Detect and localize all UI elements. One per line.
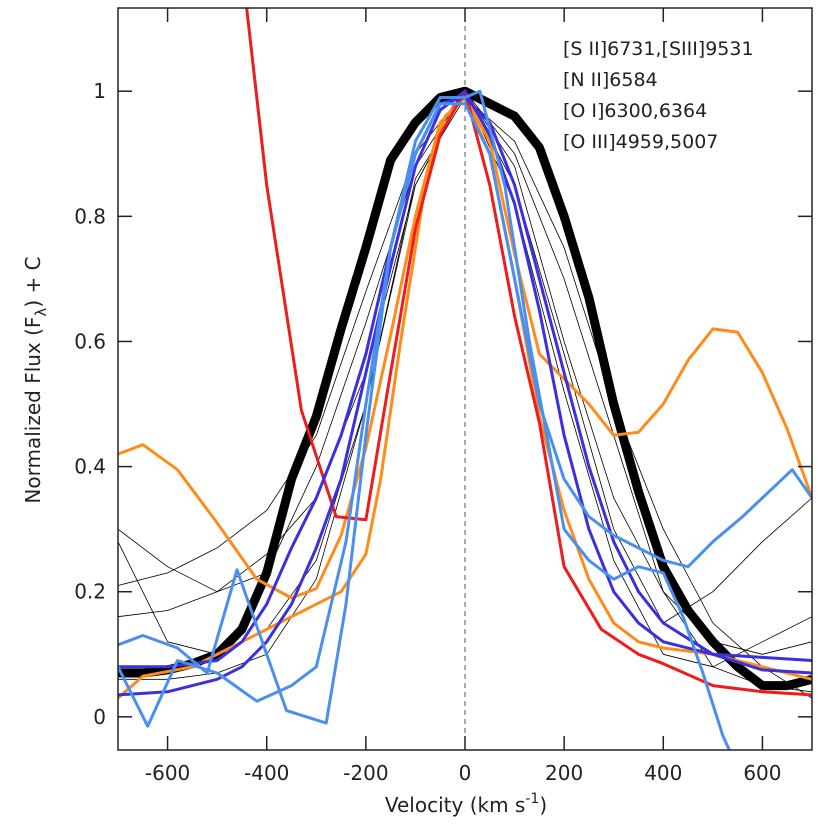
x-tick-label: 400 <box>644 761 682 785</box>
legend-label: [S II]6731,[SIII]9531 <box>563 38 754 60</box>
series-line <box>118 102 812 728</box>
y-axis-label: Normalized Flux (Fλ) + C <box>21 256 50 503</box>
x-tick-label: 600 <box>743 761 781 785</box>
legend-label: [N II]6584 <box>563 69 658 91</box>
y-tick-label: 0.4 <box>74 455 106 479</box>
plot-lines <box>118 8 812 750</box>
x-label-text: ) <box>539 793 547 817</box>
x-axis-label: Velocity (km s-1) <box>385 791 547 817</box>
y-label-sub: λ <box>32 308 50 317</box>
x-label-text: Velocity (km s <box>385 793 525 817</box>
x-label-sup: -1 <box>525 791 539 807</box>
x-tick-label: -200 <box>343 761 388 785</box>
x-tick-label: -600 <box>145 761 190 785</box>
x-tick-label: 0 <box>459 761 472 785</box>
series-line <box>118 96 812 600</box>
y-tick-label: 0.6 <box>74 329 106 353</box>
x-tick-label: -400 <box>244 761 289 785</box>
y-label-text: ) + C <box>21 256 45 307</box>
series-line <box>118 96 812 675</box>
y-tick-label: 0.8 <box>74 204 106 228</box>
series-line <box>245 8 812 697</box>
y-tick-label: 0 <box>93 705 106 729</box>
series-line <box>118 89 731 750</box>
y-tick-label: 1 <box>93 79 106 103</box>
legend-label: [O I]6300,6364 <box>563 100 707 122</box>
x-tick-label: 200 <box>545 761 583 785</box>
y-tick-label: 0.2 <box>74 580 106 604</box>
y-label-text: Normalized Flux (F <box>21 317 45 504</box>
legend-label: [O III]4959,5007 <box>563 131 718 153</box>
